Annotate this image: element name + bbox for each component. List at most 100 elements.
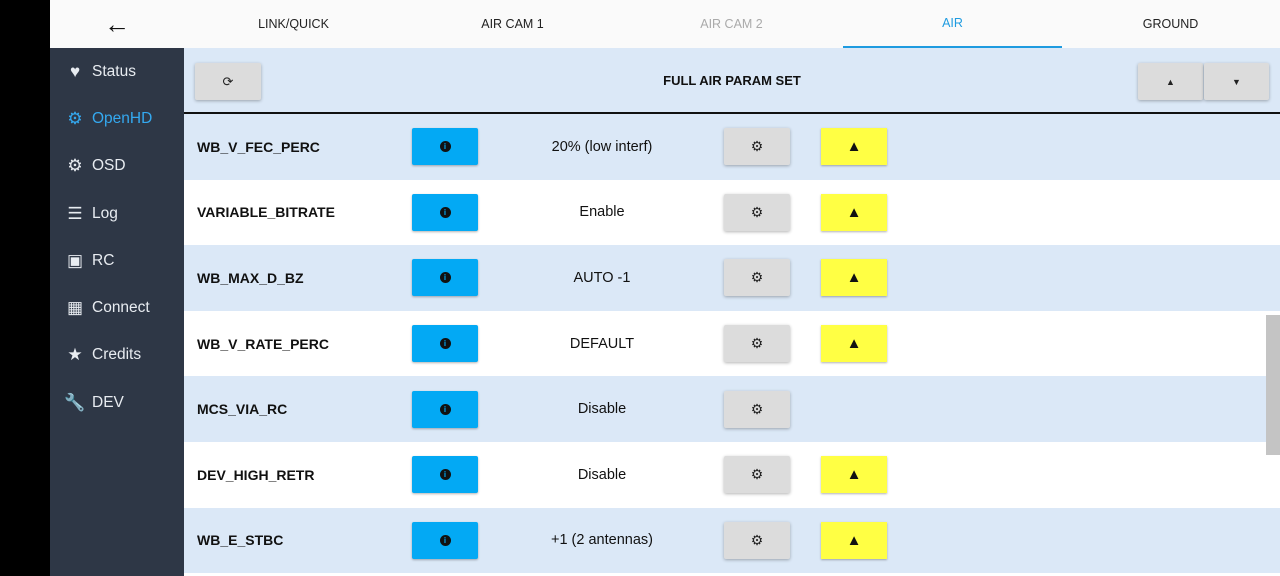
edit-param-button[interactable]: ⚙ [724,521,790,559]
tab-air-cam-1[interactable]: AIR CAM 1 [481,17,544,31]
scrollbar-thumb[interactable] [1266,315,1280,455]
info-icon: i [439,403,451,415]
sidebar-item-connect[interactable]: ▦ Connect [50,284,184,331]
info-icon: i [439,206,451,218]
param-row: DEV_HIGH_RETR i Disable ⚙ ▲ [184,442,1280,508]
warning-button[interactable]: ▲ [821,325,887,363]
sidebar-item-osd[interactable]: ⚙ OSD [50,143,184,190]
param-row: MCS_VIA_RC i Disable ⚙ [184,376,1280,442]
refresh-icon: ⟳ [222,73,234,89]
sidebar-item-label: OpenHD [92,109,153,127]
tab-ground[interactable]: GROUND [1142,17,1199,31]
gear-icon: ⚙ [750,138,764,155]
param-list: WB_V_FEC_PERC i 20% (low interf) ⚙ ▲ VAR… [184,114,1280,574]
list-icon: ☰ [67,203,83,223]
warning-button[interactable]: ▲ [821,259,887,297]
param-value: Disable [577,466,627,483]
gear-icon: ⚙ [750,466,764,483]
info-button[interactable]: i [412,390,478,428]
param-row: WB_V_FEC_PERC i 20% (low interf) ⚙ ▲ [184,114,1280,180]
tab-air[interactable]: AIR [843,0,1062,48]
param-name: VARIABLE_BITRATE [197,204,335,221]
param-name: MCS_VIA_RC [197,401,288,418]
param-row: WB_E_STBC i +1 (2 antennas) ⚙ ▲ [184,507,1280,574]
network-icon: ▦ [66,298,84,318]
edit-param-button[interactable]: ⚙ [724,128,790,166]
param-row: WB_MAX_D_BZ i AUTO -1 ⚙ ▲ [184,245,1280,311]
param-value: AUTO -1 [573,269,631,286]
param-row: WB_V_RATE_PERC i DEFAULT ⚙ ▲ [184,311,1280,377]
warning-icon: ▲ [846,203,862,221]
param-panel: ⟳ FULL AIR PARAM SET ▲ ▼ WB_V_FEC_PERC i… [184,48,1280,576]
warning-icon: ▲ [846,531,862,549]
sidebar-item-openhd[interactable]: ⚙ OpenHD [50,95,184,142]
scroll-up-button[interactable]: ▲ [1138,63,1203,100]
page-title: FULL AIR PARAM SET [663,72,801,88]
param-value: Enable [579,204,625,221]
back-button[interactable]: ← [100,8,134,40]
scroll-down-button[interactable]: ▼ [1204,63,1269,100]
tab-link-quick[interactable]: LINK/QUICK [258,17,329,31]
caret-up-icon: ▲ [1166,76,1175,87]
sidebar-item-dev[interactable]: 🔧 DEV [50,379,184,426]
sidebar-item-label: Status [92,62,136,80]
sidebar-item-status[interactable]: ♥ Status [50,48,184,95]
refresh-button[interactable]: ⟳ [195,63,261,100]
cogs-icon: ⚙ [67,108,83,128]
warning-icon: ▲ [846,138,862,156]
toolbar: ⟳ FULL AIR PARAM SET ▲ ▼ [184,48,1280,114]
gear-icon: ⚙ [750,203,764,220]
param-name: DEV_HIGH_RETR [197,466,315,483]
info-icon: i [439,272,451,284]
sidebar-item-label: Log [92,204,118,222]
star-icon: ★ [67,345,83,365]
sidebar-item-log[interactable]: ☰ Log [50,190,184,237]
param-row: VARIABLE_BITRATE i Enable ⚙ ▲ [184,180,1280,246]
info-button[interactable]: i [412,128,478,166]
param-value: 20% (low interf) [551,138,653,155]
gamepad-icon: ▣ [66,250,84,270]
edit-param-button[interactable]: ⚙ [724,456,790,494]
sidebar-item-rc[interactable]: ▣ RC [50,237,184,284]
param-name: WB_E_STBC [197,532,284,549]
sidebar-item-label: OSD [92,157,126,175]
gear-icon: ⚙ [750,400,764,417]
info-button[interactable]: i [412,193,478,231]
arrow-left-icon: ← [104,8,130,39]
warning-icon: ▲ [846,335,862,353]
gear-icon: ⚙ [750,269,764,286]
warning-button[interactable]: ▲ [821,128,887,166]
edit-param-button[interactable]: ⚙ [724,325,790,363]
caret-down-icon: ▼ [1232,76,1241,87]
info-icon: i [439,141,451,153]
sidebar-item-label: Connect [92,299,150,317]
warning-button[interactable]: ▲ [821,456,887,494]
sidebar-item-label: RC [92,251,115,269]
param-name: WB_V_RATE_PERC [197,335,329,352]
param-value: Disable [577,401,627,418]
warning-button[interactable]: ▲ [821,193,887,231]
param-name: WB_V_FEC_PERC [197,138,320,155]
gear-icon: ⚙ [67,156,83,176]
wrench-icon: 🔧 [64,392,86,412]
param-value: +1 (2 antennas) [551,532,653,549]
warning-button[interactable]: ▲ [821,521,887,559]
edit-param-button[interactable]: ⚙ [724,390,790,428]
info-icon: i [439,338,451,350]
edit-param-button[interactable]: ⚙ [724,259,790,297]
sidebar-item-credits[interactable]: ★ Credits [50,332,184,379]
heartbeat-icon: ♥ [69,61,81,81]
info-button[interactable]: i [412,521,478,559]
tab-air-cam-2[interactable]: AIR CAM 2 [700,17,763,31]
gear-icon: ⚙ [750,335,764,352]
sidebar-item-label: Credits [92,346,142,364]
sidebar: ♥ Status ⚙ OpenHD ⚙ OSD ☰ Log ▣ RC ▦ Connect ★ Credit… [50,48,184,576]
gear-icon: ⚙ [750,531,764,548]
info-button[interactable]: i [412,325,478,363]
param-name: WB_MAX_D_BZ [197,269,304,286]
info-button[interactable]: i [412,259,478,297]
info-button[interactable]: i [412,456,478,494]
info-icon: i [439,534,451,546]
edit-param-button[interactable]: ⚙ [724,193,790,231]
warning-icon: ▲ [846,466,862,484]
